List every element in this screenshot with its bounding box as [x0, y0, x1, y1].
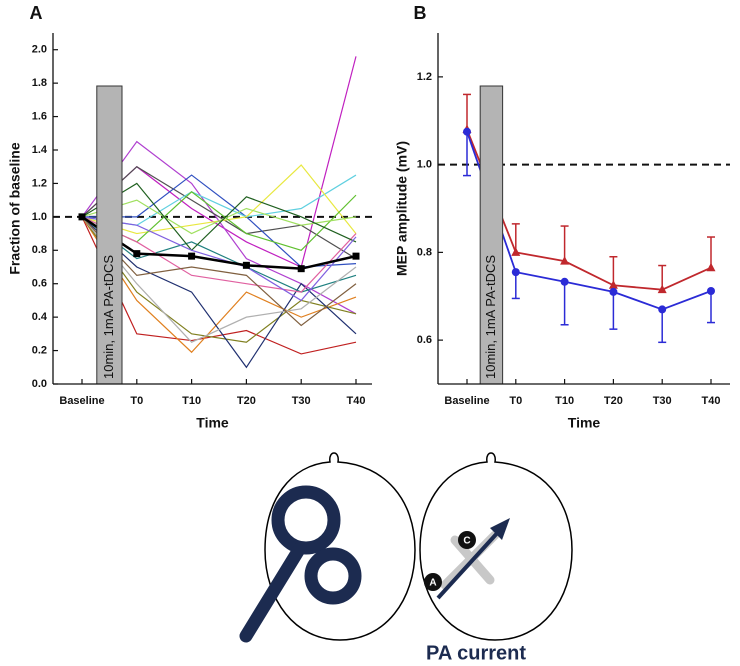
marker: [242, 261, 250, 269]
series-line: [81, 216, 357, 355]
marker: [707, 286, 715, 295]
y-tick-label: 1.2: [32, 177, 47, 189]
cathode-label: C: [463, 536, 470, 547]
series-line: [81, 215, 357, 270]
x-tick-label: T30: [653, 395, 672, 407]
y-tick-label: 0.6: [417, 334, 432, 346]
y-tick-label: 1.2: [417, 71, 432, 83]
y-tick-label: 1.8: [32, 77, 47, 89]
marker: [608, 280, 618, 289]
marker: [133, 250, 141, 258]
y-tick-label: 1.0: [32, 211, 47, 223]
head-outline: [264, 452, 416, 641]
y-tick-label: 0.4: [32, 311, 48, 323]
current-arrow: [436, 528, 502, 600]
marker: [463, 127, 471, 136]
x-tick-label: T20: [237, 395, 256, 407]
arrow-head: [490, 518, 510, 540]
diagram: A C PA current: [239, 452, 573, 664]
x-axis-label: Time: [196, 415, 229, 431]
x-tick-label: T20: [604, 395, 623, 407]
y-tick-label: 1.6: [32, 110, 47, 122]
cathode-dot: [458, 531, 476, 549]
series-line: [81, 165, 357, 260]
x-tick-label: T10: [182, 395, 201, 407]
y-tick-label: 0.2: [32, 344, 47, 356]
y-tick-label: 0.6: [32, 278, 47, 290]
caption: PA current: [426, 642, 526, 664]
x-tick-label: T40: [702, 395, 721, 407]
y-tick-label: 0.8: [417, 246, 432, 258]
marker: [352, 252, 360, 260]
marker: [511, 268, 520, 277]
x-tick-label: Baseline: [59, 395, 104, 407]
x-tick-label: T10: [555, 395, 574, 407]
series-line: [81, 199, 357, 235]
y-axis-label: MEP amplitude (mV): [394, 141, 410, 276]
marker: [188, 252, 196, 260]
panel-label: A: [30, 3, 43, 23]
coil: [239, 485, 362, 643]
anode-dot: [424, 573, 442, 591]
series-line: [81, 216, 357, 369]
stimulation-label: 10min, 1mA PA-tDCS: [483, 255, 498, 379]
marker: [658, 305, 667, 314]
y-axis-label: Fraction of baseline: [7, 142, 23, 274]
marker: [297, 265, 305, 273]
y-tick-label: 0.8: [32, 244, 47, 256]
y-tick-label: 0.0: [32, 378, 47, 390]
series-line: [81, 216, 357, 327]
marker: [78, 213, 86, 221]
series-line: [81, 216, 357, 343]
marker: [511, 247, 521, 256]
series-line: [81, 182, 357, 252]
y-tick-label: 2.0: [32, 44, 47, 56]
anode-label: A: [429, 578, 436, 589]
y-tick-label: 1.4: [32, 144, 48, 156]
x-tick-label: Baseline: [444, 395, 489, 407]
head-outline: [419, 452, 573, 641]
x-tick-label: T0: [130, 395, 143, 407]
x-tick-label: T0: [509, 395, 522, 407]
series-line: [81, 216, 357, 302]
x-tick-label: T30: [292, 395, 311, 407]
series-line: [81, 216, 357, 354]
x-axis-label: Time: [568, 415, 601, 431]
series-line: [81, 216, 357, 343]
panel-label: B: [414, 3, 427, 23]
y-tick-label: 1.0: [417, 159, 432, 171]
marker: [657, 284, 667, 294]
x-tick-label: T40: [347, 395, 366, 407]
series-line: [466, 131, 712, 311]
series-line: [81, 216, 357, 293]
stimulation-bar: [96, 85, 123, 385]
marker: [560, 256, 570, 265]
marker: [560, 277, 569, 286]
series-line: [466, 129, 712, 291]
marker: [609, 287, 618, 296]
marker: [706, 262, 716, 272]
stimulation-label: 10min, 1mA PA-tDCS: [101, 255, 116, 379]
